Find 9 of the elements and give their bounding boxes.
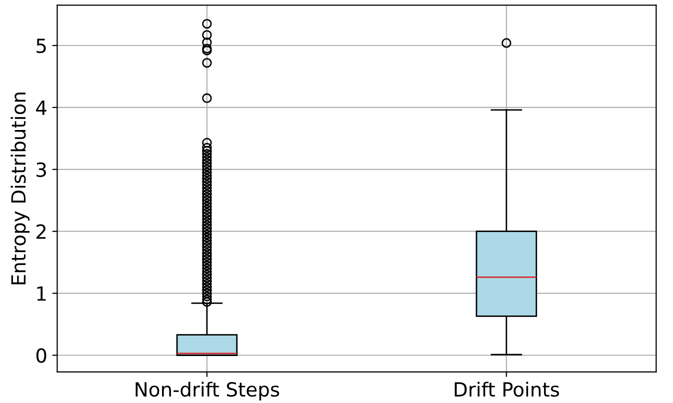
x-tick-label: Non-drift Steps (136, 382, 280, 401)
y-axis-title: Entropy Distribution (10, 92, 30, 284)
y-tick-label: 2 (36, 224, 46, 239)
y-tick-label: 4 (36, 100, 46, 115)
x-tick-label: Drift Points (454, 382, 560, 397)
y-tick-label: 5 (36, 38, 46, 54)
y-tick-label: 0 (36, 348, 46, 363)
y-tick-label: 1 (37, 286, 46, 301)
y-tick-label: 3 (36, 162, 46, 178)
